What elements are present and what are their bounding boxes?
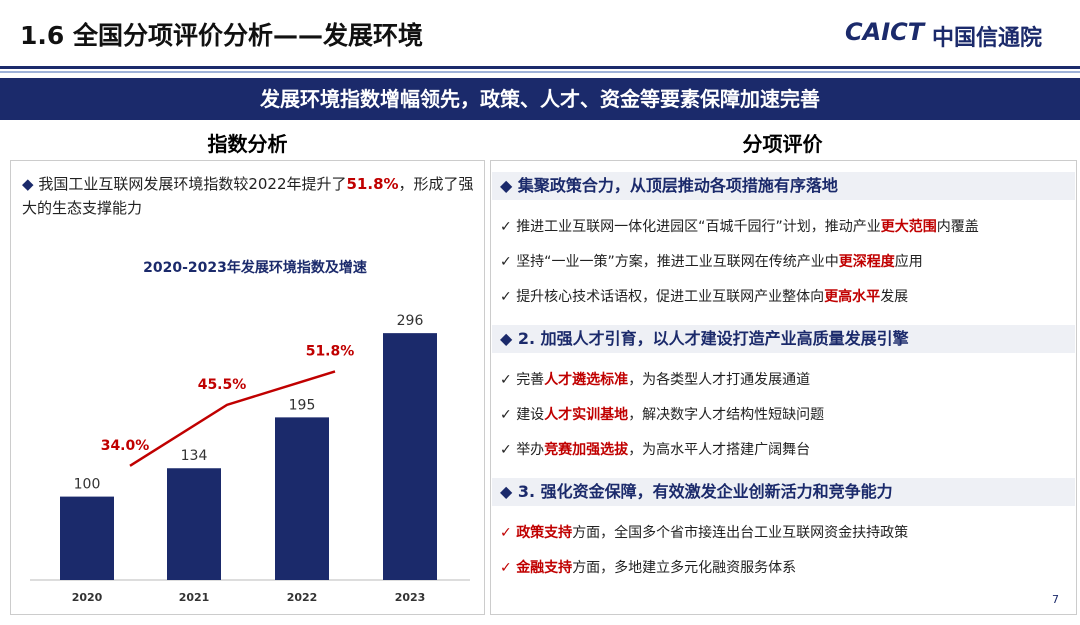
highlight: 竞赛加强选拔: [544, 442, 629, 458]
check: ✓: [500, 407, 517, 423]
bar: [60, 496, 114, 580]
check: ✓: [500, 289, 517, 305]
text: ，解决数字人才结构性短缺问题: [628, 407, 825, 423]
x-tick-label: 2023: [395, 591, 426, 604]
chart: 2020-2023年发展环境指数及增速 100 2020 134 2021 195 2022…: [30, 259, 470, 604]
text: 方面，全国多个省市接连出台工业互联网资金扶持政策: [572, 525, 909, 541]
growth-label: 34.0%: [101, 438, 150, 454]
text: 建设: [516, 407, 545, 423]
value-label: 100: [74, 477, 101, 493]
item: ✓ 建设人才实训基地，解决数字人才结构性短缺问题: [500, 404, 824, 424]
check: ✓: [500, 560, 517, 576]
text: 发展: [880, 289, 909, 305]
title: 1.6 全国分项评价分析——发展环境: [20, 21, 423, 50]
highlight: 更深程度: [838, 254, 895, 270]
highlight: 人才遴选标准: [544, 372, 629, 388]
page-number: 7: [1052, 593, 1059, 606]
text: 方面，多地建立多元化融资服务体系: [572, 560, 797, 576]
value-label: 195: [289, 397, 316, 413]
text: 应用: [894, 254, 923, 270]
x-tick-label: 2020: [72, 591, 103, 604]
item: ✓ 完善人才遴选标准，为各类型人才打通发展通道: [500, 369, 810, 389]
left-heading: 指数分析: [207, 132, 288, 156]
highlight: 更高水平: [824, 289, 881, 305]
text: 坚持“一业一策”方案，推进工业互联网在传统产业中: [516, 254, 839, 270]
item: ✓ 坚持“一业一策”方案，推进工业互联网在传统产业中更深程度应用: [500, 251, 923, 271]
check: ✓: [500, 525, 517, 541]
logo-cn: 中国信通院: [932, 26, 1043, 51]
text: 我国工业互联网发展环境指数较2022年提升了: [38, 175, 347, 193]
item: ✓ 政策支持方面，全国多个省市接连出台工业互联网资金扶持政策: [500, 522, 908, 542]
item: ✓ 推进工业互联网一体化进园区“百城千园行”计划，推动产业更大范围内覆盖: [500, 216, 979, 236]
check: ✓: [500, 219, 517, 235]
text: 提升核心技术话语权，促进工业互联网产业整体向: [516, 289, 825, 305]
highlight: 金融支持: [516, 560, 573, 576]
text: ，为各类型人才打通发展通道: [628, 372, 811, 388]
growth-label: 45.5%: [198, 377, 247, 393]
rule: [0, 71, 1080, 73]
section-title: 3. 强化资金保障，有效激发企业创新活力和竞争能力: [517, 482, 893, 501]
text: ，形成了强大的生态支撑能力: [22, 175, 474, 217]
logo-en: CAICT: [845, 18, 925, 46]
item: ✓ 金融支持方面，多地建立多元化融资服务体系: [500, 557, 796, 577]
text: 推进工业互联网一体化进园区“百城千园行”计划，推动产业: [516, 219, 881, 235]
right-panel: [490, 160, 1077, 615]
icon: ◆: [500, 176, 518, 195]
highlight: 51.8%: [346, 175, 399, 193]
icon: ◆: [500, 482, 518, 501]
chart-title: 2020-2023年发展环境指数及增速: [143, 259, 367, 276]
text: 举办: [516, 442, 545, 458]
bar: [275, 417, 329, 580]
value-label: 134: [181, 448, 208, 464]
icon: ◆: [500, 329, 518, 348]
bar: [383, 333, 437, 580]
check: ✓: [500, 254, 517, 270]
highlight: 更大范围: [880, 219, 937, 235]
check: ✓: [500, 372, 517, 388]
item: ✓ 提升核心技术话语权，促进工业互联网产业整体向更高水平发展: [500, 286, 908, 306]
right-heading: 分项评价: [742, 132, 823, 156]
check: ✓: [500, 442, 517, 458]
section-title: 集聚政策合力，从顶层推动各项措施有序落地: [517, 176, 838, 195]
text: 内覆盖: [936, 219, 979, 235]
left-panel: [10, 160, 485, 615]
highlight: 人才实训基地: [544, 407, 629, 423]
section-heading: ◆ 集聚政策合力，从顶层推动各项措施有序落地: [492, 172, 1075, 200]
text: ，为高水平人才搭建广阔舞台: [628, 442, 811, 458]
text: 完善: [516, 372, 545, 388]
growth-label: 51.8%: [306, 343, 355, 359]
rule: [0, 66, 1080, 69]
highlight: 政策支持: [516, 525, 573, 541]
banner: 发展环境指数增幅领先，政策、人才、资金等要素保障加速完善: [0, 78, 1080, 120]
growth-line: [129, 370, 336, 467]
value-label: 296: [397, 313, 424, 329]
section-heading: ◆ 2. 加强人才引育，以人才建设打造产业高质量发展引擎: [492, 325, 1075, 353]
x-tick-label: 2022: [287, 591, 318, 604]
section-title: 2. 加强人才引育，以人才建设打造产业高质量发展引擎: [517, 329, 909, 348]
item: ✓ 举办竞赛加强选拔，为高水平人才搭建广阔舞台: [500, 439, 810, 459]
bullet: ◆ 我国工业互联网发展环境指数较2022年提升了51.8%，形成了强大的生态支撑…: [22, 175, 474, 217]
bar: [167, 468, 221, 580]
section-heading: ◆ 3. 强化资金保障，有效激发企业创新活力和竞争能力: [492, 478, 1075, 506]
x-tick-label: 2021: [179, 591, 210, 604]
